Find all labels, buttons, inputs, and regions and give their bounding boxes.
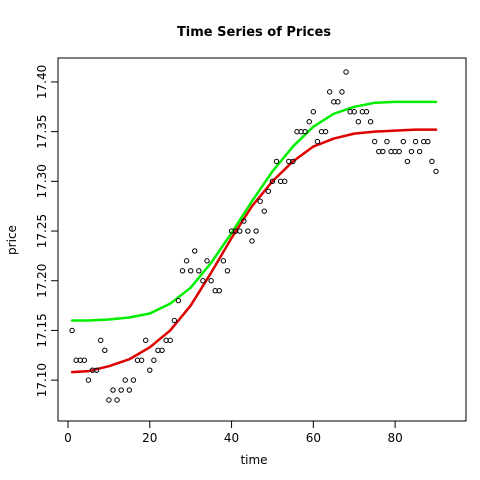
data-point xyxy=(187,268,194,274)
data-point xyxy=(371,138,378,145)
data-point xyxy=(167,337,173,344)
chart-title: Time Series of Prices xyxy=(177,25,331,40)
data-point xyxy=(408,148,415,155)
y-tick-label: 17.10 xyxy=(35,363,49,397)
data-point xyxy=(159,347,165,353)
data-point xyxy=(282,178,288,185)
data-point xyxy=(363,109,370,115)
data-point xyxy=(241,218,247,224)
y-axis: 17.10 17.15 17.20 17.25 17.30 17.35 17.40 xyxy=(35,65,59,397)
data-point xyxy=(400,138,406,145)
x-tick-label: 20 xyxy=(142,431,157,445)
data-point xyxy=(192,248,198,254)
data-point xyxy=(122,377,128,383)
data-point xyxy=(314,138,321,145)
data-point xyxy=(106,397,112,403)
plot-frame xyxy=(57,57,467,422)
data-point xyxy=(302,128,308,135)
data-point xyxy=(322,128,329,135)
y-tick-label: 17.25 xyxy=(35,214,49,248)
scatter-points xyxy=(69,69,439,403)
data-point xyxy=(265,188,272,194)
data-point xyxy=(261,208,267,214)
data-point xyxy=(416,148,423,155)
data-point xyxy=(351,109,357,115)
data-point xyxy=(220,258,227,264)
x-tick-label: 0 xyxy=(64,431,72,445)
data-point xyxy=(273,158,280,165)
x-tick-label: 40 xyxy=(224,431,239,445)
data-point xyxy=(69,327,75,334)
fitted-line-red xyxy=(70,128,438,374)
data-point xyxy=(257,198,263,204)
data-point xyxy=(245,228,251,234)
data-point xyxy=(118,387,124,393)
data-point xyxy=(425,138,431,145)
data-point xyxy=(138,357,145,363)
data-point xyxy=(269,178,276,185)
data-point xyxy=(310,109,317,115)
fitted-line-green xyxy=(70,100,438,322)
y-axis-label: price xyxy=(5,225,19,255)
data-point xyxy=(204,258,210,264)
y-tick-label: 17.30 xyxy=(35,164,49,198)
data-point xyxy=(208,278,214,284)
data-point xyxy=(81,357,88,363)
data-point xyxy=(175,297,182,304)
data-point xyxy=(326,89,333,95)
data-point xyxy=(290,158,296,165)
data-point xyxy=(433,168,439,175)
data-point xyxy=(183,258,190,264)
data-point xyxy=(114,397,120,403)
data-point xyxy=(130,377,137,383)
data-point xyxy=(179,268,186,274)
data-point xyxy=(339,89,345,95)
data-point xyxy=(93,367,100,373)
data-point xyxy=(171,317,178,324)
data-point xyxy=(200,278,206,284)
data-point xyxy=(110,387,116,393)
data-point xyxy=(380,148,386,155)
y-tick-label: 17.15 xyxy=(35,313,49,347)
data-point xyxy=(396,148,402,155)
data-point xyxy=(237,228,243,234)
data-point xyxy=(98,337,104,344)
data-point xyxy=(335,99,341,105)
y-tick-label: 17.35 xyxy=(35,114,49,148)
data-point xyxy=(216,287,222,294)
data-point xyxy=(412,138,419,145)
data-point xyxy=(85,377,92,383)
data-point xyxy=(343,69,349,75)
x-axis-label: time xyxy=(240,453,267,467)
data-point xyxy=(384,138,390,145)
data-point xyxy=(151,357,157,363)
data-point xyxy=(142,337,149,344)
y-tick-label: 17.40 xyxy=(35,65,49,99)
x-axis: 0 20 40 60 80 xyxy=(64,420,403,445)
data-point xyxy=(249,238,255,244)
data-point xyxy=(126,387,133,393)
series-lines xyxy=(70,100,438,374)
data-point xyxy=(404,158,411,165)
data-point xyxy=(429,158,435,165)
data-point xyxy=(355,119,362,125)
data-point xyxy=(147,367,153,373)
data-point xyxy=(102,347,108,353)
data-point xyxy=(224,268,231,274)
data-point xyxy=(306,119,312,125)
data-point xyxy=(367,119,374,125)
x-tick-label: 60 xyxy=(306,431,321,445)
data-point xyxy=(253,228,259,234)
data-point xyxy=(196,268,202,274)
x-tick-label: 80 xyxy=(387,431,402,445)
y-tick-label: 17.20 xyxy=(35,264,49,298)
